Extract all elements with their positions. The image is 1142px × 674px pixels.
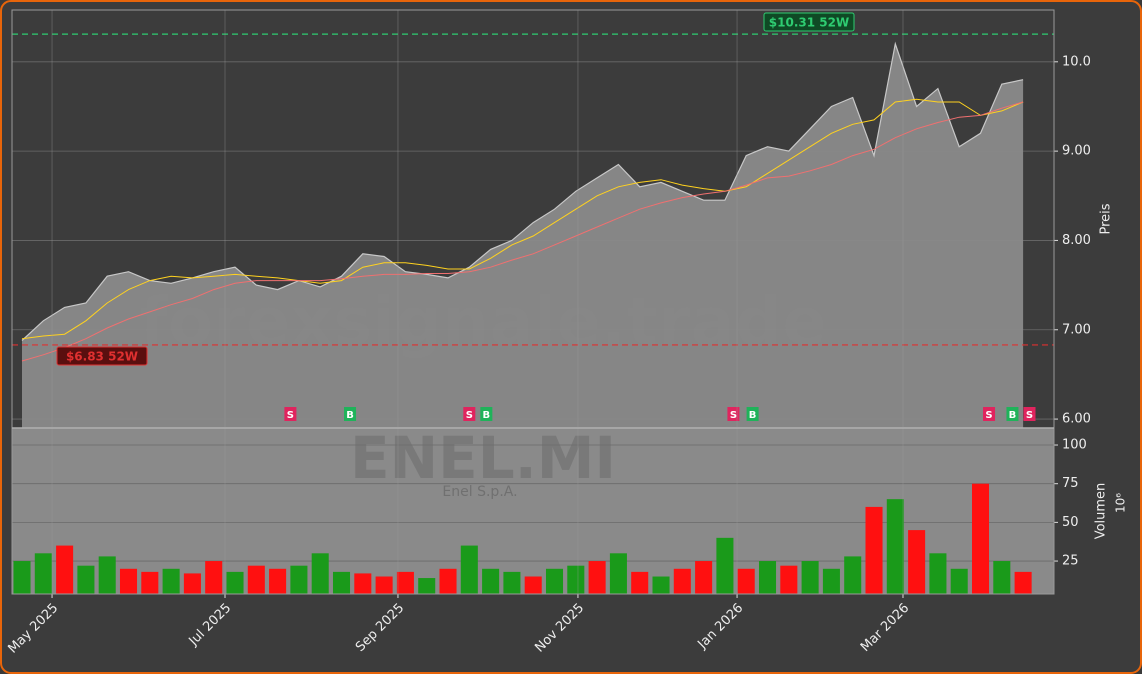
signal-box — [1023, 407, 1036, 421]
volume-bar — [801, 561, 819, 594]
volume-bar — [77, 565, 95, 594]
volume-bar — [439, 568, 457, 594]
y-tick-label: 8.00 — [1062, 233, 1091, 248]
watermark-ticker: ENEL.MI — [350, 424, 616, 492]
y-axis-unit: 10⁶ — [1114, 493, 1128, 513]
hline-label: $6.83 52W — [66, 350, 138, 364]
volume-bar — [588, 561, 606, 594]
y-tick-label: 75 — [1062, 476, 1079, 491]
signal-label: B — [346, 410, 354, 421]
volume-bar — [609, 553, 627, 594]
volume-bar — [950, 568, 968, 594]
signal-box — [480, 407, 493, 421]
hline-label-box — [763, 12, 855, 32]
signal-label: B — [483, 410, 491, 421]
volume-bar — [758, 561, 777, 594]
hline-label: $10.31 52W — [769, 16, 849, 30]
volume-bar — [354, 573, 372, 594]
signal-box — [284, 407, 297, 421]
volume-bar — [332, 571, 351, 594]
volume-bar — [183, 573, 201, 594]
volume-bar — [162, 568, 180, 594]
volume-bar — [737, 568, 755, 594]
volume-bar — [375, 576, 393, 594]
y-tick-label: 100 — [1062, 438, 1087, 453]
volume-bar — [418, 578, 436, 594]
volume-bar — [886, 499, 904, 594]
sma-line — [21, 98, 1024, 340]
y-tick-label: 10.0 — [1062, 54, 1091, 69]
volume-bar — [631, 571, 649, 594]
price-line — [21, 41, 1024, 341]
volume-bar — [716, 537, 734, 594]
volume-bar — [226, 571, 244, 594]
volume-bar — [695, 561, 713, 594]
volume-bar — [971, 483, 990, 594]
y-tick-label: 7.00 — [1062, 322, 1091, 337]
volume-bar — [1014, 571, 1032, 594]
y-tick-label: 25 — [1062, 554, 1079, 569]
volume-bar — [503, 571, 521, 594]
volume-bar — [482, 568, 500, 594]
y-axis-label: Volumen — [1094, 483, 1109, 540]
volume-bar — [269, 568, 287, 594]
signal-label: B — [749, 410, 757, 421]
volume-bar — [119, 568, 138, 594]
signal-box — [344, 407, 357, 421]
volume-bar — [13, 561, 31, 594]
volume-bar — [652, 576, 670, 594]
watermark-company: Enel S.p.A. — [442, 484, 517, 500]
sma-line — [21, 101, 1024, 362]
volume-bar — [141, 571, 159, 594]
y-axis-label: Preis — [1099, 203, 1114, 234]
volume-bar — [396, 571, 414, 594]
volume-bar — [822, 568, 840, 594]
y-tick-label: 9.00 — [1062, 144, 1091, 159]
volume-bar — [205, 561, 223, 594]
signal-label: S — [287, 410, 294, 421]
hline-label-box — [56, 346, 148, 366]
volume-bar — [673, 568, 691, 594]
volume-bar — [545, 568, 564, 594]
signal-label: S — [466, 410, 473, 421]
volume-bar — [247, 565, 265, 594]
plot-border — [11, 9, 1055, 595]
volume-bar — [460, 545, 478, 594]
volume-bar — [567, 565, 585, 594]
y-tick-label: 50 — [1062, 515, 1079, 530]
signal-box — [727, 407, 740, 421]
volume-bar — [780, 565, 798, 594]
y-tick-label: 6.00 — [1062, 412, 1091, 427]
volume-bar — [865, 506, 883, 594]
signal-label: S — [730, 410, 737, 421]
volume-bar — [844, 556, 862, 594]
price-area — [22, 43, 1024, 429]
signal-box — [983, 407, 996, 421]
volume-bar — [993, 561, 1011, 594]
signal-box — [746, 407, 759, 421]
signal-box — [463, 407, 476, 421]
volume-bar — [56, 545, 74, 594]
volume-bar — [98, 556, 116, 594]
volume-bar — [908, 530, 926, 594]
signal-box — [1006, 407, 1019, 421]
volume-bar — [290, 565, 308, 594]
signal-label: S — [985, 410, 992, 421]
volume-bar — [34, 553, 52, 594]
signal-label: S — [1026, 410, 1033, 421]
volume-bar — [524, 576, 542, 594]
volume-bar — [311, 553, 329, 594]
plot: 6.007.008.009.0010.0forexsignale.trade$1… — [5, 9, 1128, 657]
volume-bar — [929, 553, 947, 594]
signal-label: B — [1009, 410, 1017, 421]
